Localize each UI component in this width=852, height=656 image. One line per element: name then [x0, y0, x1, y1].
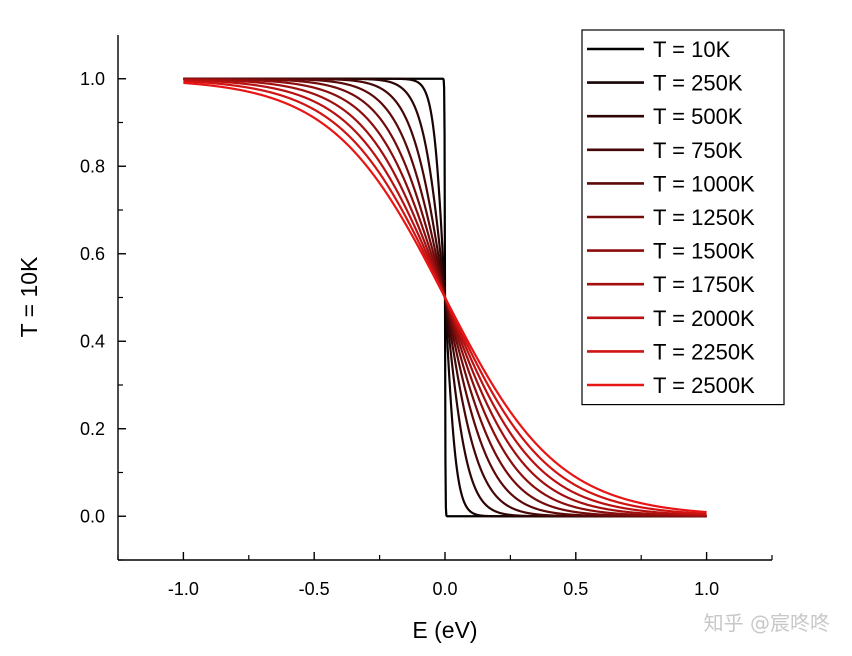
watermark-text: 知乎 @宸咚咚 — [704, 611, 830, 635]
legend-label: T = 2500K — [653, 373, 755, 398]
y-tick-label: 0.2 — [80, 419, 105, 439]
x-tick-label: -1.0 — [168, 579, 199, 599]
y-tick-label: 0.0 — [80, 506, 105, 526]
legend-label: T = 750K — [653, 138, 743, 163]
legend: T = 10K T = 250K T = 500K T = 750K T = 1000K… — [581, 29, 785, 406]
legend-label: T = 2250K — [653, 339, 755, 364]
legend-label: T = 250K — [653, 71, 743, 96]
y-tick-label: 0.4 — [80, 331, 105, 351]
legend-label: T = 2000K — [653, 306, 755, 331]
x-tick-label: 1.0 — [694, 579, 719, 599]
legend-label: T = 500K — [653, 104, 743, 129]
legend-label: T = 1000K — [653, 171, 755, 196]
legend-label: T = 1500K — [653, 239, 755, 264]
axes: 0.0 0.2 0.4 0.6 0.8 1.0 -1.0 -0.5 0.0 0.5 1.0 — [80, 35, 773, 599]
x-axis-title: E (eV) — [412, 617, 477, 643]
y-axis-title: T = 10K — [16, 256, 42, 337]
series-lines — [182, 77, 708, 518]
y-tick-label: 1.0 — [80, 69, 105, 89]
x-tick-label: 0.0 — [432, 579, 457, 599]
legend-label: T = 1250K — [653, 205, 755, 230]
legend-label: T = 1750K — [653, 272, 755, 297]
legend-label: T = 10K — [653, 37, 731, 62]
x-tick-label: -0.5 — [299, 579, 330, 599]
series-line-2500k — [182, 81, 708, 514]
y-tick-label: 0.8 — [80, 156, 105, 176]
x-tick-label: 0.5 — [563, 579, 588, 599]
y-tick-label: 0.6 — [80, 244, 105, 264]
